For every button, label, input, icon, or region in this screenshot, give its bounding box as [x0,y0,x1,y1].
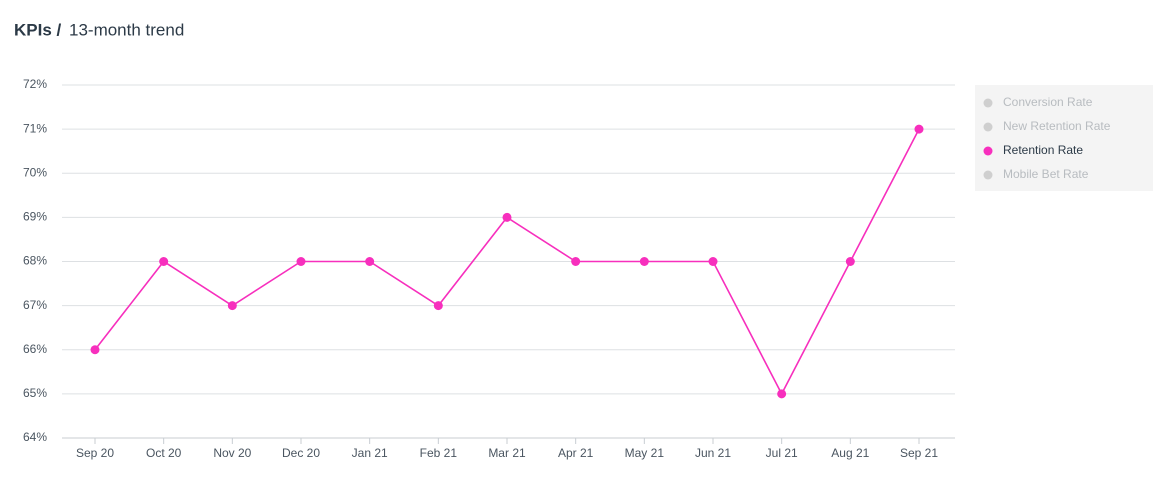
x-tick-label: Jun 21 [695,446,731,460]
x-tick-label: Nov 20 [213,446,251,460]
legend-label[interactable]: New Retention Rate [1003,119,1111,133]
data-point [159,257,169,266]
x-tick-label: Dec 20 [282,446,320,460]
y-tick-label: 68% [23,254,47,268]
x-tick-label: Sep 21 [900,446,938,460]
data-point [365,257,375,266]
legend-marker[interactable] [983,146,993,156]
x-tick-label: Aug 21 [831,446,869,460]
legend-label[interactable]: Retention Rate [1003,143,1083,157]
legend-label[interactable]: Mobile Bet Rate [1003,167,1089,181]
data-point [777,389,787,399]
y-tick-label: 69% [23,210,47,224]
data-point [90,345,100,355]
y-tick-label: 65% [23,386,47,400]
chart-title: KPIs / [14,20,62,39]
data-point [845,257,855,266]
x-tick-label: Apr 21 [558,446,594,460]
y-tick-label: 67% [23,298,47,312]
data-point [296,257,306,266]
data-point [502,212,512,222]
legend-box [975,85,1153,191]
x-tick-label: Jan 21 [352,446,388,460]
x-tick-label: Mar 21 [488,446,526,460]
x-tick-label: Sep 20 [76,446,114,460]
data-point [433,301,443,311]
data-point [639,257,649,266]
y-tick-label: 66% [23,342,47,356]
data-point [708,257,718,266]
legend-marker[interactable] [983,122,993,132]
legend-marker[interactable] [983,98,993,108]
data-point [227,301,237,311]
chart-subtitle: 13-month trend [69,20,184,39]
x-tick-label: Oct 20 [146,446,182,460]
data-point [571,257,581,266]
y-tick-label: 70% [23,165,47,179]
legend-label[interactable]: Conversion Rate [1003,95,1093,109]
x-tick-label: Feb 21 [420,446,458,460]
x-tick-label: Jul 21 [766,446,798,460]
y-tick-label: 64% [23,430,47,444]
legend-marker[interactable] [983,170,993,180]
y-tick-label: 71% [23,121,47,135]
y-tick-label: 72% [23,77,47,91]
data-point [914,124,924,134]
x-tick-label: May 21 [625,446,665,460]
